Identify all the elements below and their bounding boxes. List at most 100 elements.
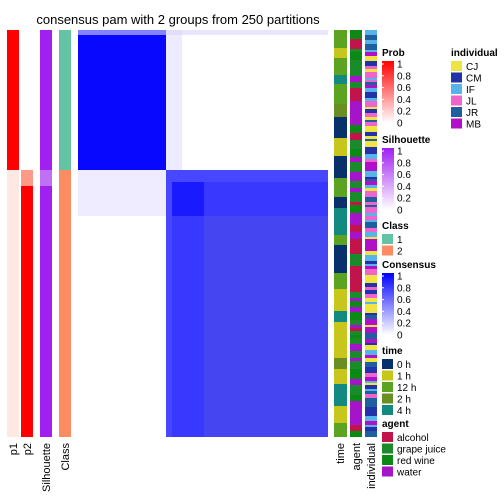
time-cell xyxy=(334,117,347,138)
block-class2-subcluster-b xyxy=(204,216,328,437)
agent-cell xyxy=(350,361,362,369)
agent-cell xyxy=(350,401,362,410)
agent-cell xyxy=(350,248,362,254)
time-cell xyxy=(334,311,347,322)
silhouette-bar xyxy=(40,30,52,437)
agent-cell xyxy=(350,286,362,292)
legend-item-label: alcohol xyxy=(397,433,429,444)
agent-cell xyxy=(350,395,362,401)
agent-cell xyxy=(350,192,362,202)
legend-tick-label: 0.8 xyxy=(397,71,411,82)
individual-cell xyxy=(365,207,377,213)
legend-title: time xyxy=(382,346,403,357)
agent-cell xyxy=(350,312,362,320)
individual-cell xyxy=(365,308,377,313)
individual-cell xyxy=(365,107,377,109)
individual-cell xyxy=(365,177,377,179)
time-cell xyxy=(334,339,347,358)
individual-cell xyxy=(365,98,377,101)
legend-tick-label: 1 xyxy=(397,147,403,158)
individual-cell xyxy=(365,237,377,239)
agent-cell xyxy=(350,225,362,229)
legend-item-label: JL xyxy=(466,97,477,108)
legend-tick-label: 0.2 xyxy=(397,319,411,330)
agent-cell xyxy=(350,229,362,232)
time-cell xyxy=(334,393,347,406)
time-cell xyxy=(334,58,347,75)
agent-cell xyxy=(350,76,362,82)
legend-swatch xyxy=(451,72,462,83)
agent-cell xyxy=(350,254,362,259)
legend-swatch xyxy=(382,382,393,392)
agent-cell xyxy=(350,205,362,213)
agent-cell xyxy=(350,351,362,358)
time-cell xyxy=(334,197,347,208)
time-cell xyxy=(334,156,347,178)
agent-cell xyxy=(350,325,362,328)
individual-cell xyxy=(365,362,377,367)
agent-cell xyxy=(350,298,362,301)
agent-cell xyxy=(350,425,362,431)
individual-cell xyxy=(365,117,377,120)
agent-cell xyxy=(350,275,362,279)
individual-cell xyxy=(365,202,377,205)
legend-colorbar xyxy=(382,148,394,210)
legend-tick-label: 0.8 xyxy=(397,283,411,294)
individual-cell xyxy=(365,188,377,191)
p2-class2-bar xyxy=(21,170,33,437)
individual-cell xyxy=(365,80,377,82)
individual-cell xyxy=(365,154,377,159)
individual-cell xyxy=(365,381,377,383)
time-cell xyxy=(334,245,347,273)
individual-cell xyxy=(365,339,377,343)
agent-cell xyxy=(350,188,362,192)
agent-cell xyxy=(350,88,362,93)
individual-cell xyxy=(365,205,377,207)
legend-item-label: 2 h xyxy=(397,395,411,406)
individual-cell xyxy=(365,247,377,251)
agent-cell xyxy=(350,221,362,225)
legend-title: individual xyxy=(451,48,498,59)
individual-cell xyxy=(365,52,377,56)
legend-title: Consensus xyxy=(382,260,436,271)
individual-cell xyxy=(365,197,377,202)
individual-cell xyxy=(365,35,377,40)
agent-cell xyxy=(350,39,362,43)
agent-cell xyxy=(350,328,362,331)
individual-cell xyxy=(365,431,377,436)
time-cell xyxy=(334,358,347,369)
individual-cell xyxy=(365,122,377,126)
legend-swatch xyxy=(382,359,393,369)
legend-item-label: 1 xyxy=(397,235,403,246)
agent-cell xyxy=(350,162,362,165)
individual-cell xyxy=(365,264,377,266)
agent-cell xyxy=(350,93,362,101)
agent-cell xyxy=(350,331,362,335)
individual-cell xyxy=(365,126,377,132)
legend-tick-label: 0.6 xyxy=(397,83,411,94)
legend-tick-label: 0.2 xyxy=(397,194,411,205)
individual-cell xyxy=(365,313,377,315)
individual-cell xyxy=(365,213,377,216)
agent-cell xyxy=(350,417,362,425)
agent-cell xyxy=(350,262,362,266)
block-class2-subcluster-a xyxy=(172,182,204,216)
individual-cell xyxy=(365,391,377,394)
time-cell xyxy=(334,235,347,245)
individual-cell xyxy=(365,101,377,107)
legend-swatch xyxy=(382,432,393,442)
individual-cell xyxy=(365,239,377,242)
individual-cell xyxy=(365,220,377,222)
individual-cell xyxy=(365,279,377,283)
individual-cell xyxy=(365,367,377,369)
time-cell xyxy=(334,406,347,423)
individual-cell xyxy=(365,275,377,279)
individual-cell xyxy=(365,92,377,98)
silhouette-low-bar xyxy=(40,170,52,186)
class-2-bar xyxy=(59,170,71,437)
individual-cell xyxy=(365,385,377,387)
agent-cell xyxy=(350,172,362,175)
agent-cell xyxy=(350,202,362,205)
legend-tick-label: 0 xyxy=(397,331,403,342)
